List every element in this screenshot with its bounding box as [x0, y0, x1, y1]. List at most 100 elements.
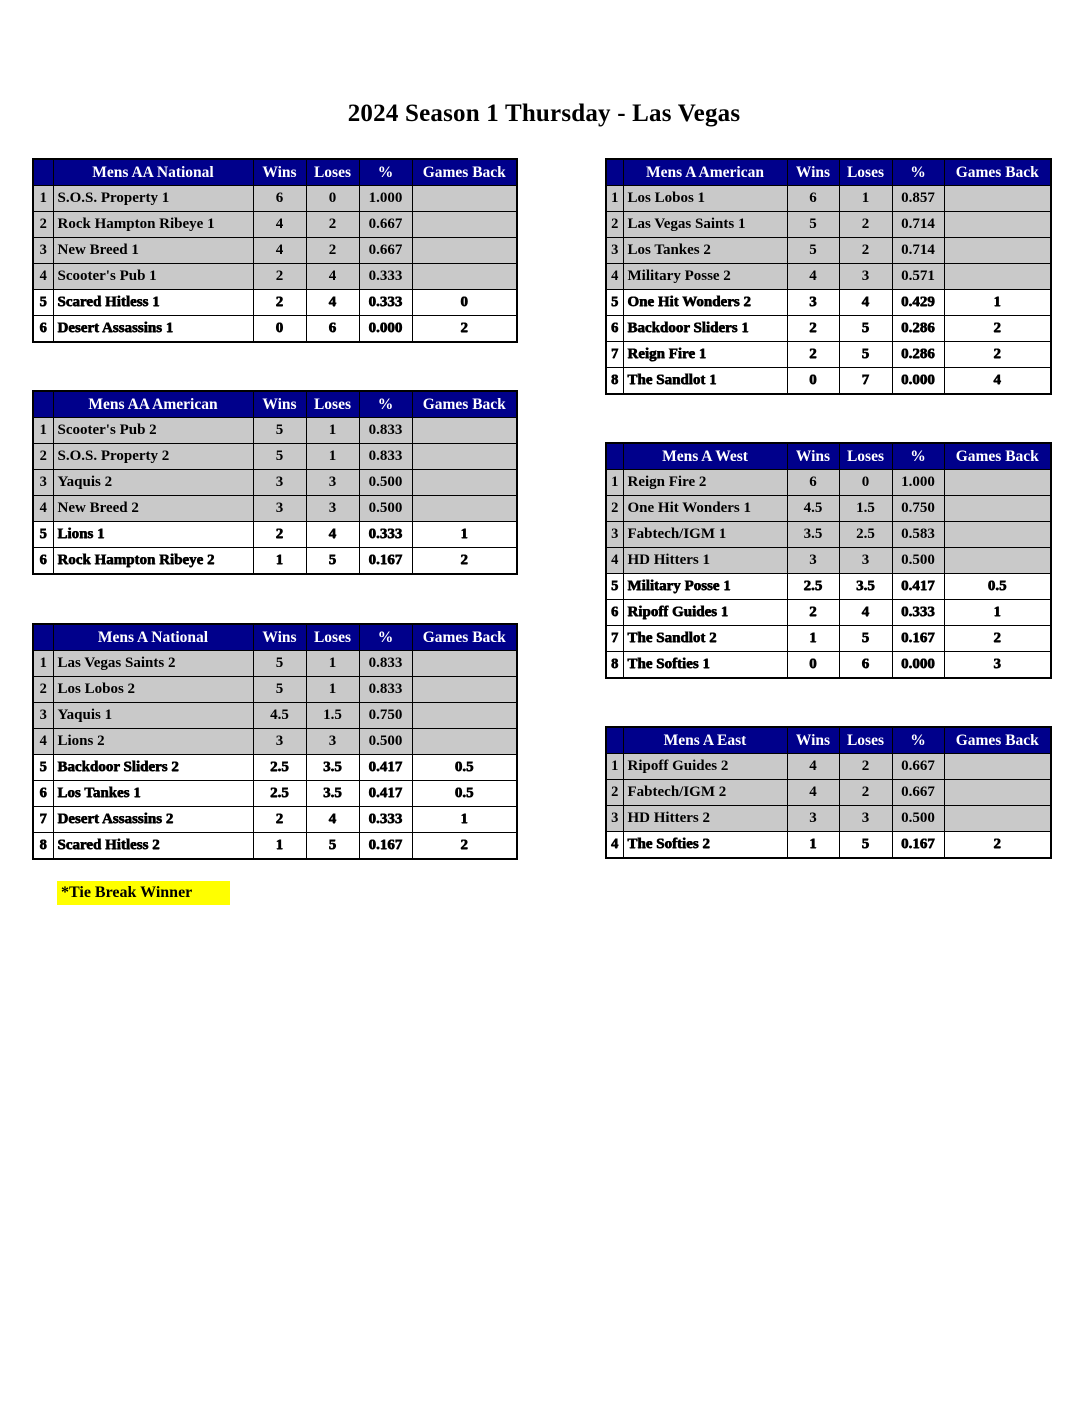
cell-games-back: 2	[943, 625, 1052, 652]
header-games-back: Games Back	[411, 158, 518, 186]
cell-games-back: 2	[411, 547, 518, 575]
cell-wins: 2	[252, 289, 307, 316]
cell-loses: 1	[305, 443, 360, 470]
cell-loses: 2	[838, 211, 893, 238]
standings-table-mens-a-national: Mens A National Wins Loses% Games Back 1 Las …	[32, 623, 518, 860]
cell-games-back	[943, 753, 1052, 780]
cell-team-name: HD Hitters 1	[622, 547, 788, 574]
cell-wins: 3	[252, 728, 307, 755]
cell-games-back: 2	[411, 315, 518, 343]
header-loses: Loses	[305, 623, 360, 651]
cell-loses: 1.5	[305, 702, 360, 729]
cell-rank: 1	[32, 417, 54, 444]
cell-wins: 4.5	[252, 702, 307, 729]
cell-games-back: 2	[411, 832, 518, 860]
cell-team-name: Los Lobos 2	[52, 676, 254, 703]
table-row: 6 Backdoor Sliders 1 2 5 0.286 2	[605, 315, 1052, 342]
cell-games-back: 1	[943, 599, 1052, 626]
cell-wins: 5	[252, 676, 307, 703]
cell-games-back: 0.5	[411, 754, 518, 781]
cell-games-back: 0	[411, 289, 518, 316]
table-header-row: Mens AA American Wins Loses% Games Back	[32, 390, 518, 418]
cell-rank: 1	[605, 753, 624, 780]
header-wins: Wins	[786, 158, 840, 186]
cell-wins: 6	[786, 469, 840, 496]
cell-loses: 3	[305, 495, 360, 522]
cell-games-back	[411, 650, 518, 677]
cell-games-back	[943, 779, 1052, 806]
cell-rank: 2	[605, 495, 624, 522]
tie-break-winner-legend: *Tie Break Winner	[57, 881, 231, 905]
cell-pct: 0.833	[358, 650, 413, 677]
header-pct: %	[891, 726, 945, 754]
cell-loses: 4	[305, 289, 360, 316]
cell-wins: 1	[252, 832, 307, 860]
cell-loses: 4	[305, 521, 360, 548]
header-pct: %	[358, 623, 413, 651]
header-rank	[32, 623, 54, 651]
cell-wins: 5	[252, 417, 307, 444]
cell-team-name: Desert Assassins 1	[52, 315, 254, 343]
cell-rank: 2	[605, 779, 624, 806]
cell-games-back	[943, 263, 1052, 290]
cell-pct: 0.833	[358, 417, 413, 444]
cell-pct: 0.000	[891, 367, 945, 395]
table-row: 4 The Softies 2 1 5 0.167 2	[605, 831, 1052, 859]
table-row: 6 Rock Hampton Ribeye 2 1 5 0.167 2	[32, 547, 518, 575]
cell-rank: 7	[605, 625, 624, 652]
cell-games-back	[411, 469, 518, 496]
cell-loses: 1	[838, 185, 893, 212]
table-header-row: Mens A East Wins Loses% Games Back	[605, 726, 1052, 754]
cell-wins: 4	[786, 263, 840, 290]
cell-wins: 2	[252, 521, 307, 548]
cell-rank: 3	[32, 702, 54, 729]
cell-pct: 0.583	[891, 521, 945, 548]
table-row: 5 Lions 1 2 4 0.333 1	[32, 521, 518, 548]
cell-rank: 4	[605, 547, 624, 574]
table-row: 7 The Sandlot 2 1 5 0.167 2	[605, 625, 1052, 652]
cell-loses: 5	[838, 831, 893, 859]
header-rank	[605, 726, 624, 754]
cell-rank: 1	[605, 185, 624, 212]
table-row: 8 The Softies 1 0 6 0.000 3	[605, 651, 1052, 679]
cell-rank: 7	[605, 341, 624, 368]
header-games-back: Games Back	[411, 623, 518, 651]
cell-games-back: 3	[943, 651, 1052, 679]
cell-team-name: Reign Fire 2	[622, 469, 788, 496]
table-row: 5 Backdoor Sliders 2 2.5 3.5 0.417 0.5	[32, 754, 518, 781]
table-header-row: Mens AA National Wins Loses% Games Back	[32, 158, 518, 186]
cell-wins: 5	[786, 211, 840, 238]
cell-pct: 0.417	[358, 780, 413, 807]
cell-games-back	[411, 702, 518, 729]
table-row: 3 New Breed 1 4 2 0.667	[32, 237, 518, 264]
cell-loses: 5	[838, 341, 893, 368]
cell-loses: 3.5	[305, 754, 360, 781]
cell-games-back: 2	[943, 341, 1052, 368]
cell-team-name: Fabtech/IGM 2	[622, 779, 788, 806]
cell-loses: 3	[838, 263, 893, 290]
cell-team-name: Backdoor Sliders 1	[622, 315, 788, 342]
header-rank	[32, 390, 54, 418]
cell-rank: 2	[32, 443, 54, 470]
cell-games-back	[943, 521, 1052, 548]
cell-pct: 0.667	[891, 753, 945, 780]
cell-rank: 1	[605, 469, 624, 496]
cell-wins: 6	[252, 185, 307, 212]
cell-pct: 0.333	[358, 806, 413, 833]
cell-rank: 3	[605, 237, 624, 264]
cell-wins: 2.5	[252, 754, 307, 781]
cell-pct: 0.750	[358, 702, 413, 729]
standings-table-mens-a-west: Mens A West Wins Loses% Games Back 1 Reign Fi…	[605, 442, 1052, 679]
header-division-name: Mens AA National	[52, 158, 254, 186]
cell-loses: 1	[305, 417, 360, 444]
cell-rank: 6	[605, 315, 624, 342]
cell-pct: 0.333	[358, 521, 413, 548]
table-row: 2 Fabtech/IGM 2 4 2 0.667	[605, 779, 1052, 806]
header-loses: Loses	[305, 390, 360, 418]
header-games-back: Games Back	[943, 158, 1052, 186]
cell-pct: 0.500	[891, 547, 945, 574]
table-row: 3 Los Tankes 2 5 2 0.714	[605, 237, 1052, 264]
cell-pct: 0.833	[358, 443, 413, 470]
header-loses: Loses	[305, 158, 360, 186]
cell-team-name: Rock Hampton Ribeye 1	[52, 211, 254, 238]
